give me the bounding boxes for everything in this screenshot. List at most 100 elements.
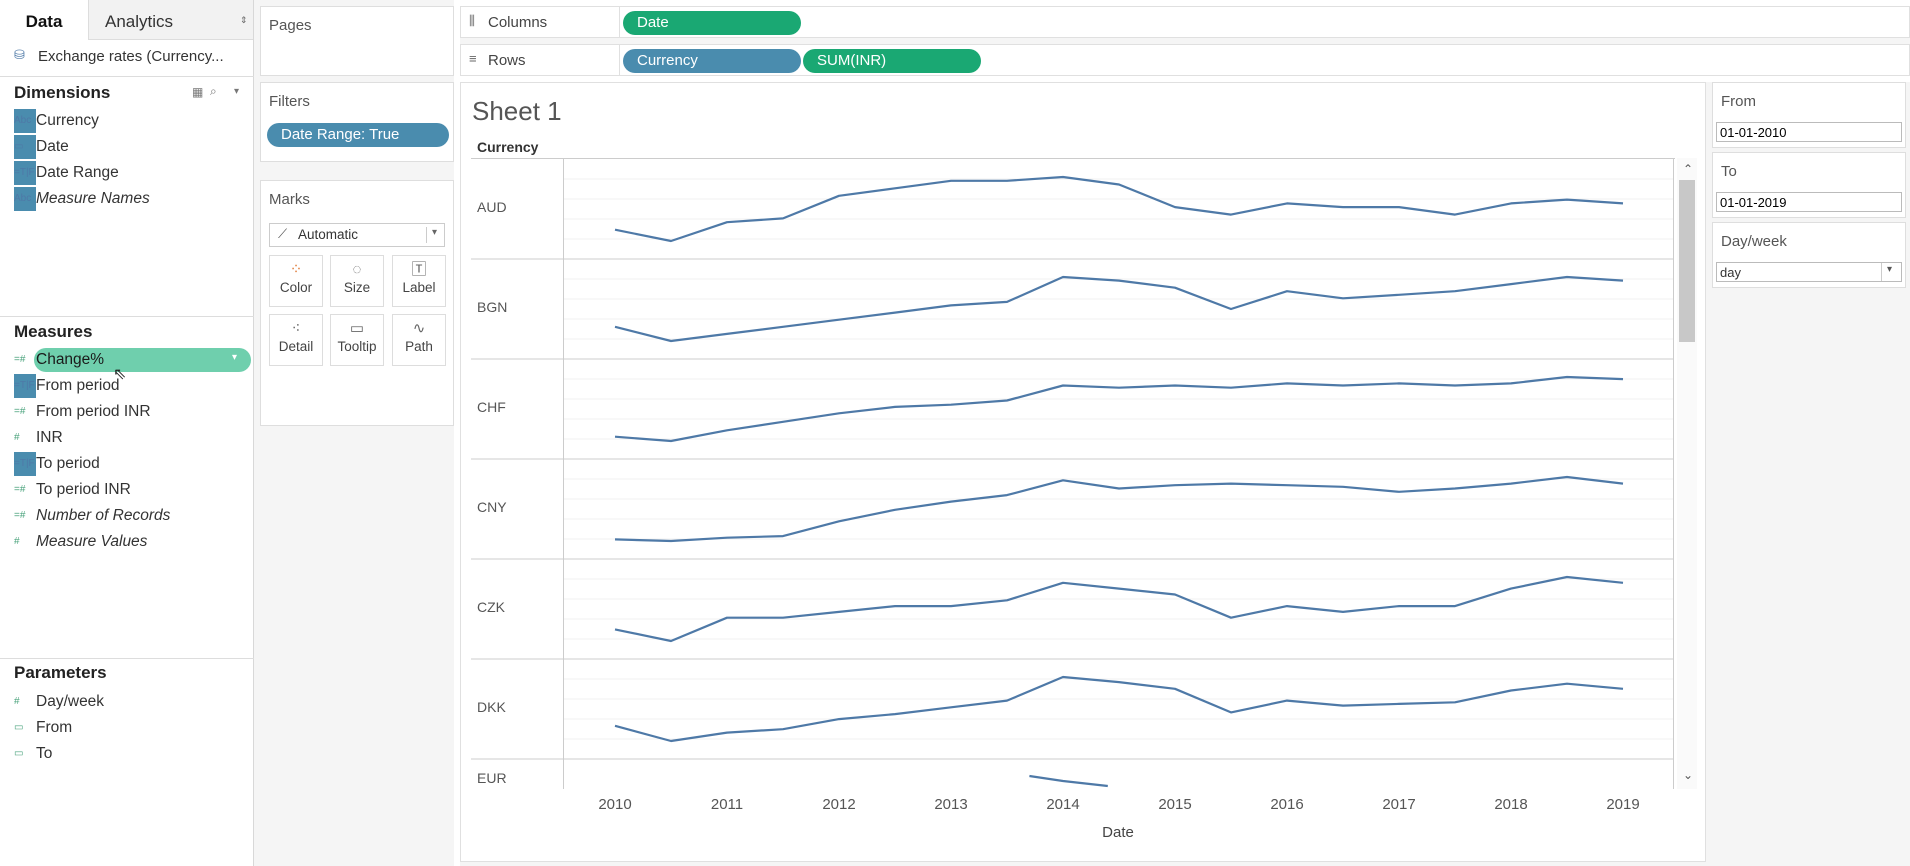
axis-line <box>563 158 564 789</box>
measure-inr[interactable]: # INR <box>14 426 63 450</box>
parameter-to[interactable]: ▭ To <box>14 742 52 766</box>
measure-to-period-inr[interactable]: =# To period INR <box>14 478 131 502</box>
mouse-cursor-icon: ⇖ <box>113 366 127 383</box>
series-line-czk <box>614 575 1624 643</box>
datasource-icon: ⛁ <box>14 47 25 62</box>
columns-label: Columns <box>488 14 548 31</box>
dayweek-parameter-card: Day/week day ▾ <box>1712 222 1906 288</box>
series-line-bgn <box>614 275 1624 343</box>
from-parameter-label: From <box>1721 93 1756 110</box>
dimension-date-range[interactable]: =T|FDate Range <box>14 161 119 185</box>
mark-type-label: Automatic <box>298 227 359 242</box>
series-line-chf <box>614 375 1624 443</box>
from-date-input[interactable] <box>1716 122 1902 142</box>
detail-button[interactable]: ⁖ Detail <box>269 314 323 366</box>
rows-shelf[interactable]: ≡ Rows Currency SUM(INR) <box>460 44 1910 76</box>
to-date-input[interactable] <box>1716 192 1902 212</box>
measure-number-of-records[interactable]: =# Number of Records <box>14 504 170 528</box>
scrollbar-thumb[interactable] <box>1679 180 1695 342</box>
path-button[interactable]: ∿ Path <box>392 314 446 366</box>
columns-shelf[interactable]: ⫼ Columns Date <box>460 6 1910 38</box>
series-line-eur <box>1029 774 1108 788</box>
from-parameter-card: From <box>1712 82 1906 148</box>
to-parameter-label: To <box>1721 163 1737 180</box>
parameter-from[interactable]: ▭ From <box>14 716 72 740</box>
chevron-updown-icon[interactable]: ⇕ <box>240 15 248 25</box>
calc-boolean-icon: =T|F <box>14 161 36 185</box>
row-label-aud: AUD <box>477 199 507 215</box>
divider <box>619 7 620 37</box>
search-icon[interactable]: ⌕ <box>210 84 217 98</box>
row-label-dkk: DKK <box>477 699 506 715</box>
label-button[interactable]: 🅃 Label <box>392 255 446 307</box>
rows-icon: ≡ <box>469 51 477 66</box>
axis-line <box>1673 158 1674 789</box>
x-tick-label: 2013 <box>934 796 968 813</box>
label-icon: 🅃 <box>411 261 427 278</box>
measure-from-period-inr[interactable]: =# From period INR <box>14 400 151 424</box>
row-label-cny: CNY <box>477 499 507 515</box>
tooltip-icon: ▭ <box>349 320 365 337</box>
measures-title: Measures <box>14 322 93 341</box>
calc-number-icon: =# <box>14 354 26 365</box>
x-axis-title: Date <box>1102 824 1134 841</box>
row-pill-sum-inr[interactable]: SUM(INR) <box>803 49 981 73</box>
date-type-icon: ▭ <box>14 748 24 759</box>
selected-measure-highlight <box>34 348 251 372</box>
datasource-name[interactable]: Exchange rates (Currency... <box>38 48 224 65</box>
x-tick-label: 2015 <box>1158 796 1192 813</box>
dimension-measure-names[interactable]: Abc Measure Names <box>14 187 150 211</box>
line-mark-icon: ⟋ <box>278 226 288 241</box>
mark-type-dropdown[interactable]: ⟋ Automatic ▾ <box>269 223 445 247</box>
divider <box>0 316 254 317</box>
dayweek-value: day <box>1720 265 1741 280</box>
calc-boolean-icon: =T|F <box>14 374 36 398</box>
calc-number-icon: =# <box>14 406 26 417</box>
dimension-currency[interactable]: Abc Currency <box>14 109 99 133</box>
size-button[interactable]: ◌ Size <box>330 255 384 307</box>
tooltip-button[interactable]: ▭ Tooltip <box>330 314 384 366</box>
filters-card[interactable]: Filters Date Range: True <box>260 82 454 162</box>
date-type-icon: ▭ <box>14 135 36 159</box>
filter-pill[interactable]: Date Range: True <box>267 123 449 147</box>
color-button[interactable]: ⁘ Color <box>269 255 323 307</box>
color-icon: ⁘ <box>289 261 303 278</box>
divider <box>0 76 254 77</box>
data-pane: Data Analytics ⇕ ⛁ Exchange rates (Curre… <box>0 0 254 866</box>
vertical-scrollbar[interactable]: ⌃ ⌄ <box>1677 158 1697 789</box>
measure-change-percent[interactable]: =# Change% <box>14 348 104 372</box>
row-pill-currency[interactable]: Currency <box>623 49 801 73</box>
string-type-icon: Abc <box>14 109 36 133</box>
chevron-down-icon[interactable]: ▾ <box>232 352 238 363</box>
scroll-down-icon[interactable]: ⌄ <box>1683 768 1694 782</box>
calc-boolean-icon: =T|F <box>14 452 36 476</box>
parameter-dayweek[interactable]: # Day/week <box>14 690 104 714</box>
series-line-aud <box>614 175 1624 243</box>
measure-measure-values[interactable]: # Measure Values <box>14 530 147 554</box>
marks-title: Marks <box>269 191 310 208</box>
x-tick-label: 2017 <box>1382 796 1416 813</box>
measure-to-period[interactable]: =T|FTo period <box>14 452 100 476</box>
dayweek-dropdown[interactable]: day ▾ <box>1716 262 1902 282</box>
x-tick-label: 2019 <box>1606 796 1640 813</box>
calc-number-icon: =# <box>14 510 26 521</box>
dimension-date[interactable]: ▭ Date <box>14 135 69 159</box>
detail-icon: ⁖ <box>291 320 301 337</box>
x-tick-label: 2010 <box>598 796 632 813</box>
x-tick-label: 2012 <box>822 796 856 813</box>
x-tick-label: 2016 <box>1270 796 1304 813</box>
dimensions-title: Dimensions <box>14 83 111 102</box>
view-toggle-icon[interactable]: ▦ <box>192 85 204 99</box>
columns-icon: ⫼ <box>469 13 475 28</box>
chevron-down-icon[interactable]: ▾ <box>234 86 240 97</box>
column-pill-date[interactable]: Date <box>623 11 801 35</box>
date-type-icon: ▭ <box>14 722 24 733</box>
row-label-chf: CHF <box>477 399 506 415</box>
dayweek-parameter-label: Day/week <box>1721 233 1787 250</box>
row-label-bgn: BGN <box>477 299 508 315</box>
tab-analytics[interactable]: Analytics <box>105 12 174 31</box>
tab-data[interactable]: Data <box>0 0 88 40</box>
scroll-up-icon[interactable]: ⌃ <box>1683 162 1694 176</box>
measure-from-period[interactable]: =T|FFrom period <box>14 374 120 398</box>
pages-card[interactable]: Pages <box>260 6 454 76</box>
